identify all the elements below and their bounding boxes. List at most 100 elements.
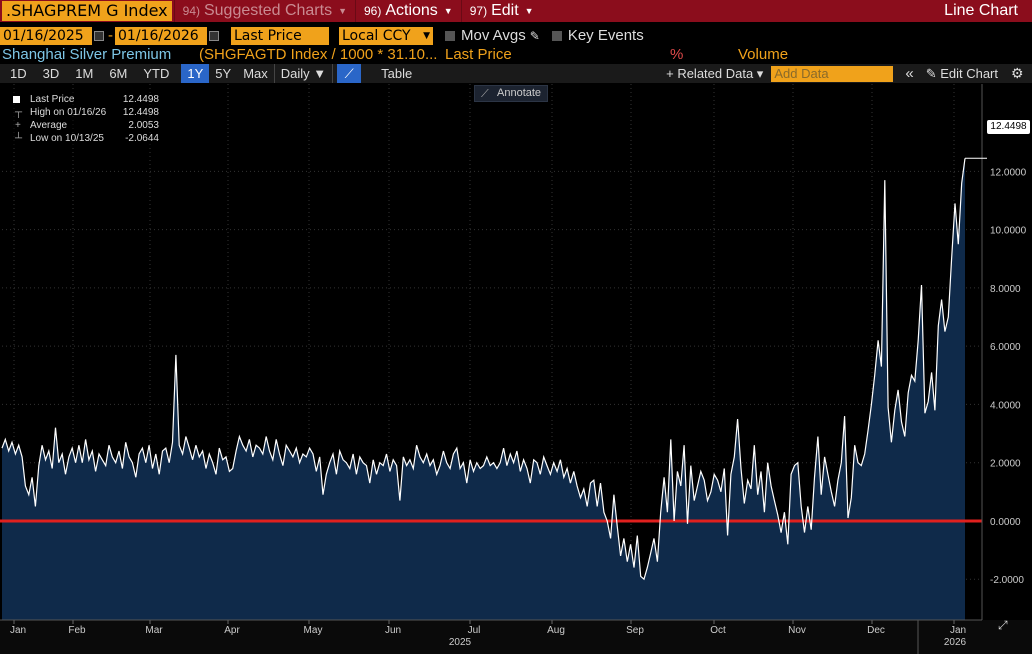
currency-selector[interactable]: Local CCY ▼ <box>339 26 433 45</box>
high-marker-icon: ┬ <box>15 107 23 118</box>
window-title: Line Chart <box>944 2 1018 19</box>
caret-down-icon: ▼ <box>524 6 534 16</box>
key-events-checkbox[interactable] <box>551 30 562 41</box>
period-1d[interactable]: 1D <box>10 66 27 81</box>
edit-chart-button[interactable]: ✎ Edit Chart <box>925 65 998 81</box>
mov-avgs-checkbox[interactable] <box>445 30 455 41</box>
series-field: Last Price <box>445 46 512 63</box>
series-line <box>1 158 966 581</box>
mov-avgs-label[interactable]: Mov Avgs <box>461 27 526 44</box>
x-tick-label: Jan <box>10 625 26 636</box>
stat-high: ┬ High on 01/16/26 12.4498 <box>5 106 163 119</box>
period-1y[interactable]: 1Y <box>181 64 210 83</box>
expand-icon[interactable]: ⤢ <box>998 618 1008 632</box>
related-data-button[interactable]: + Related Data ▾ <box>666 65 764 81</box>
menu-number: 97) <box>469 4 488 18</box>
menu-label: Edit <box>491 2 519 19</box>
period-ytd[interactable]: YTD <box>143 66 170 81</box>
toolbar: 1D 3D 1M 6M YTD 1Y 5Y Max Daily ▼ ⟋ Tabl… <box>0 64 1032 83</box>
x-tick-label: Sep <box>626 625 644 636</box>
start-date-input[interactable]: 01/16/2025 <box>0 26 92 45</box>
stat-low: ┴ Low on 10/13/25 -2.0644 <box>5 132 163 145</box>
period-3d[interactable]: 3D <box>42 66 60 81</box>
currency-label: Local CCY <box>342 27 411 44</box>
average-marker-icon: + <box>15 120 21 131</box>
x-tick-label: Dec <box>867 625 885 636</box>
end-date-input[interactable]: 01/16/2026 <box>115 26 207 45</box>
period-max[interactable]: Max <box>243 66 268 81</box>
last-value-label: 12.4498 <box>987 120 1030 134</box>
chart-svg[interactable]: -2.0000 0.0000 2.0000 4.0000 6.0000 8.0000 10.… <box>0 84 1032 654</box>
add-data-input[interactable]: Add Data <box>771 65 894 82</box>
title-bar: .SHAGPREM G Index 94) Suggested Charts ▼… <box>0 0 1032 22</box>
low-marker-icon: ┴ <box>15 133 23 144</box>
stat-value: 12.4498 <box>122 107 159 118</box>
line-chart-icon[interactable]: ⟋ <box>337 64 362 83</box>
menu-label: Actions <box>385 2 438 19</box>
x-tick-label: Nov <box>788 625 806 636</box>
period-1m[interactable]: 1M <box>75 66 94 81</box>
stats-panel: Last Price 12.4498 ┬ High on 01/16/26 12… <box>5 92 163 146</box>
y-tick-label: 4.0000 <box>990 400 1021 411</box>
volume-legend[interactable]: Volume <box>738 46 789 63</box>
suggested-charts-menu[interactable]: 94) Suggested Charts ▼ <box>173 0 355 22</box>
percent-toggle[interactable]: % <box>670 46 684 63</box>
stat-label: Average <box>30 120 68 131</box>
stat-last: Last Price 12.4498 <box>5 93 163 106</box>
stat-value: 12.4498 <box>122 94 159 105</box>
edit-menu[interactable]: 97) Edit ▼ <box>460 0 542 22</box>
x-tick-label: Jul <box>468 625 481 636</box>
stat-value: -2.0644 <box>125 133 159 144</box>
x-year-label: 2026 <box>944 637 967 648</box>
frequency-selector[interactable]: Daily ▼ <box>280 66 327 81</box>
period-6m[interactable]: 6M <box>109 66 128 81</box>
x-tick-label: Aug <box>547 625 565 636</box>
stat-value: 2.0053 <box>128 120 159 131</box>
pencil-icon: ⟋ <box>481 88 489 100</box>
x-tick-label: Jan <box>950 625 966 636</box>
table-button[interactable]: Table <box>381 66 413 81</box>
menu-label: Suggested Charts <box>203 2 333 19</box>
period-5y[interactable]: 5Y <box>215 66 232 81</box>
key-events-label[interactable]: Key Events <box>567 27 644 44</box>
series-name: Shanghai Silver Premium <box>2 46 172 63</box>
collapse-icon[interactable]: « <box>905 65 914 82</box>
annotate-label: Annotate <box>497 87 542 99</box>
x-tick-label: Mar <box>145 625 163 636</box>
field-selector[interactable]: Last Price <box>231 26 329 45</box>
stat-label: Last Price <box>30 94 75 105</box>
ticker-field[interactable]: .SHAGPREM G Index <box>2 1 172 21</box>
white-square-icon <box>13 96 20 103</box>
chart-controls: 01/16/2025 - 01/16/2026 Last Price Local… <box>0 25 1032 46</box>
y-tick-label: 12.0000 <box>990 167 1027 178</box>
actions-menu[interactable]: 96) Actions ▼ <box>354 0 461 22</box>
calendar-icon[interactable] <box>209 30 219 41</box>
x-tick-label: May <box>304 625 323 636</box>
x-axis-band <box>0 620 1032 654</box>
x-tick-label: Apr <box>224 625 240 636</box>
stat-label: Low on 10/13/25 <box>30 133 104 144</box>
x-tick-label: Jun <box>385 625 401 636</box>
y-tick-label: 2.0000 <box>990 459 1021 470</box>
x-year-label: 2025 <box>449 637 472 648</box>
stat-label: High on 01/16/26 <box>30 107 107 118</box>
series-legend: Shanghai Silver Premium (SHGFAGTD Index … <box>0 46 1032 64</box>
series-area <box>2 158 965 621</box>
y-tick-label: 8.0000 <box>990 284 1021 295</box>
y-tick-label: 10.0000 <box>990 226 1027 237</box>
x-tick-label: Feb <box>68 625 86 636</box>
menu-number: 96) <box>363 4 382 18</box>
series-formula: (SHGFAGTD Index / 1000 * 31.10... <box>199 46 438 63</box>
pencil-icon[interactable]: ✎ <box>529 28 540 43</box>
stat-average: + Average 2.0053 <box>5 119 163 132</box>
gear-icon[interactable]: ⚙ <box>1011 65 1024 81</box>
caret-down-icon: ▼ <box>443 6 453 16</box>
chart-area[interactable]: -2.0000 0.0000 2.0000 4.0000 6.0000 8.0000 10.… <box>0 84 1032 654</box>
y-tick-label: 0.0000 <box>990 517 1021 528</box>
menu-number: 94) <box>182 4 200 18</box>
date-range-separator: - <box>108 27 113 44</box>
caret-down-icon: ▼ <box>338 6 347 16</box>
calendar-icon[interactable] <box>94 30 104 41</box>
annotate-button[interactable]: ⟋ Annotate <box>474 85 548 102</box>
caret-down-icon: ▼ <box>423 30 430 41</box>
